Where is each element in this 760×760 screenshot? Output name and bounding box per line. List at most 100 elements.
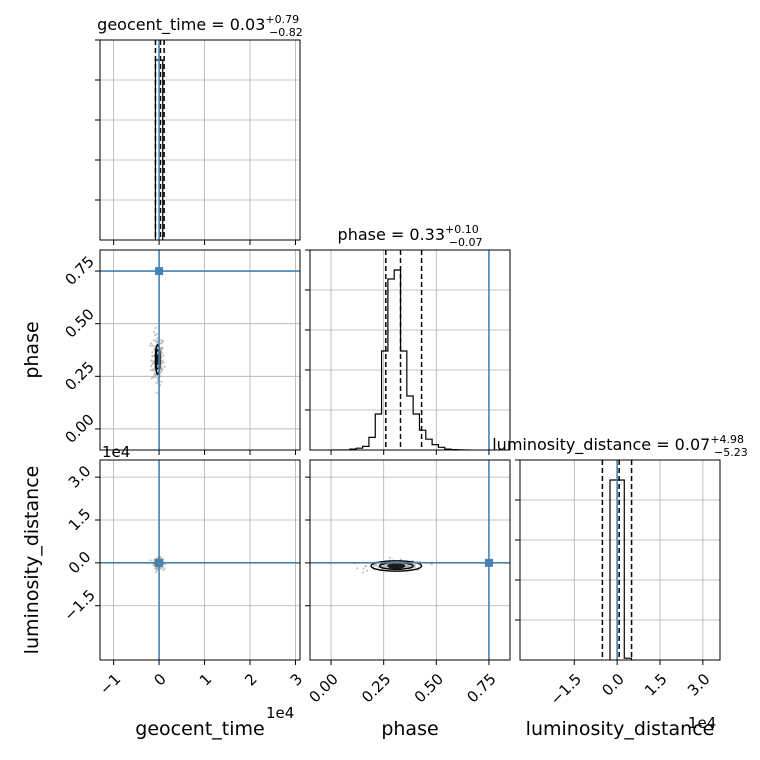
y-tick-label: 0.75 — [61, 253, 97, 289]
sample-point — [156, 377, 159, 380]
sample-point — [406, 564, 409, 568]
x-tick-label: 3.0 — [684, 670, 714, 700]
sample-point — [153, 348, 156, 351]
sample-point — [151, 351, 154, 354]
x-tick-label: 0.25 — [358, 670, 394, 706]
panel-title-geocent_time: geocent_time = 0.03+0.79 −0.82 — [97, 13, 303, 39]
sample-point — [373, 563, 376, 567]
x-tick-label: 0 — [150, 670, 169, 689]
y-tick-label: 0.00 — [61, 410, 97, 446]
truth-marker — [155, 558, 164, 567]
y-offset-text-luminosity_distance: 1e4 — [102, 443, 130, 461]
sample-point — [160, 380, 163, 384]
title-plus: +0.10 — [445, 223, 479, 236]
sample-point — [364, 565, 367, 568]
panel-border — [99, 39, 301, 241]
sample-point — [361, 571, 365, 574]
sample-point — [149, 559, 152, 562]
y-tick-label: 3.0 — [65, 462, 95, 492]
sample-point — [430, 563, 433, 566]
scatter-panel-phase-luminosity_distance: 0.00 0.25 0.50 0.75 — [305, 459, 511, 706]
sample-point — [151, 363, 154, 366]
panel-border — [99, 249, 301, 451]
sample-point — [154, 566, 157, 570]
y-tick-label: −1.5 — [60, 586, 98, 624]
histogram-panel-phase: phase = 0.33+0.10 −0.07 — [305, 223, 511, 455]
scatter-panel-geocent_time-luminosity_distance: −1 0 1 2 3 −1.5 0.0 1.5 3.0 — [60, 459, 306, 698]
sample-point — [150, 365, 153, 368]
sample-point — [152, 369, 155, 372]
sample-point — [160, 353, 163, 356]
sample-point — [149, 344, 152, 348]
title-minus: −0.82 — [269, 26, 303, 39]
title-plus: +4.98 — [710, 433, 744, 446]
sample-point — [152, 339, 155, 342]
sample-point — [153, 373, 156, 377]
sample-point — [153, 372, 157, 375]
sample-point — [155, 391, 158, 394]
sample-point — [388, 556, 391, 559]
truth-marker — [484, 558, 493, 567]
sample-point — [356, 567, 359, 570]
title-plus: +0.79 — [265, 13, 299, 26]
sample-point — [163, 365, 166, 368]
panel-title-luminosity_distance: luminosity_distance = 0.07+4.98 −5.23 — [492, 433, 748, 459]
sample-point — [154, 333, 157, 337]
sample-point — [149, 369, 152, 372]
histogram-panel-geocent_time: geocent_time = 0.03+0.79 −0.82 — [95, 13, 303, 245]
panel-border — [309, 459, 511, 661]
sample-point — [159, 342, 162, 345]
sample-point — [413, 565, 417, 568]
sample-point — [155, 381, 158, 385]
sample-point — [151, 344, 154, 347]
sample-point — [150, 342, 153, 345]
sample-point — [161, 346, 164, 349]
title-main: phase = 0.33 — [338, 225, 445, 244]
sample-point — [375, 564, 378, 567]
x-axis-label-luminosity_distance: luminosity_distance — [526, 718, 715, 740]
scatter-panel-geocent_time-phase: 0.00 0.25 0.50 0.75 — [61, 249, 301, 455]
sample-point — [151, 376, 154, 379]
x-offset-text-luminosity_distance: 1e4 — [688, 714, 716, 732]
sample-point — [159, 367, 163, 371]
sample-point — [162, 361, 165, 364]
x-tick-label: −1.5 — [547, 670, 585, 708]
sample-point — [160, 348, 163, 351]
x-tick-label: 0.75 — [463, 670, 499, 706]
sample-point — [154, 339, 158, 342]
histogram-panel-luminosity_distance: −1.5 0.0 1.5 3.0 luminosity_distance = 0.07+… — [492, 433, 748, 709]
contour-level — [370, 560, 423, 572]
x-tick-label: 2 — [241, 670, 260, 689]
sample-point — [160, 361, 163, 365]
x-tick-label: −1 — [96, 670, 124, 698]
x-tick-label: 1 — [196, 670, 215, 689]
contour-level — [387, 563, 406, 569]
x-axis-label-geocent_time: geocent_time — [135, 718, 264, 740]
panel-title-phase: phase = 0.33+0.10 −0.07 — [338, 223, 483, 249]
x-tick-label: 3 — [287, 670, 306, 689]
y-axis-label-luminosity_distance: luminosity_distance — [21, 466, 43, 655]
sample-point — [160, 359, 163, 362]
title-minus: −0.07 — [449, 236, 483, 249]
sample-point — [152, 330, 156, 334]
sample-point — [152, 355, 155, 358]
sample-point — [160, 365, 163, 368]
y-axis-label-phase: phase — [21, 321, 43, 378]
panel-border — [99, 459, 301, 661]
sample-point — [162, 354, 165, 357]
sample-point — [384, 565, 387, 568]
sample-point — [362, 567, 365, 570]
y-tick-label: 1.5 — [65, 505, 95, 535]
x-offset-text-geocent_time: 1e4 — [266, 704, 294, 722]
panel-border — [519, 459, 721, 661]
histogram-phase — [331, 269, 470, 450]
sample-point — [161, 339, 164, 342]
sample-point — [156, 337, 159, 340]
panel-border — [309, 249, 511, 451]
sample-point — [154, 326, 157, 330]
sample-point — [154, 570, 158, 574]
sample-point — [160, 351, 163, 354]
y-tick-label: 0.0 — [65, 548, 95, 578]
title-main: geocent_time = 0.03 — [97, 15, 265, 35]
